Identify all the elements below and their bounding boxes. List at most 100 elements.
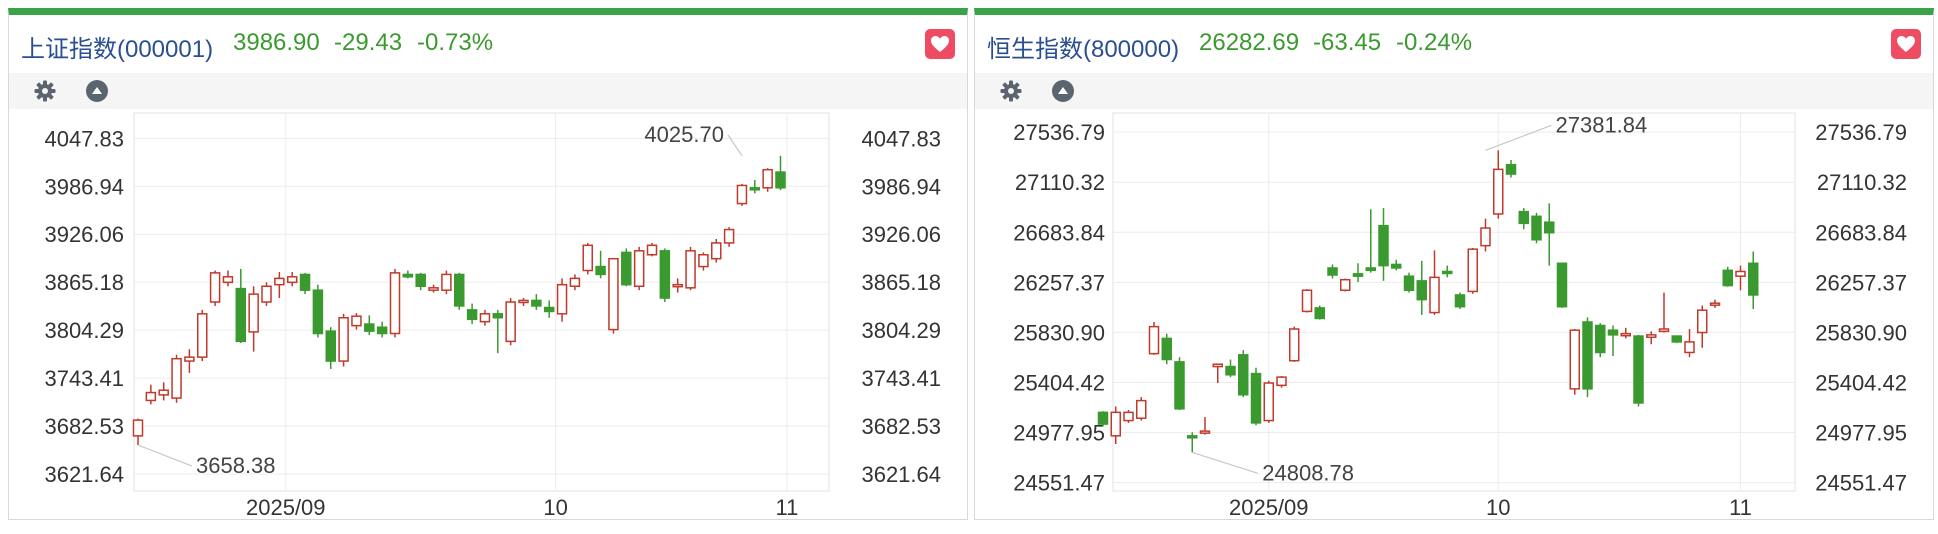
candle[interactable] (749, 179, 761, 194)
candle[interactable] (1429, 250, 1440, 315)
candle[interactable] (132, 418, 144, 446)
candle[interactable] (1531, 212, 1542, 244)
candle[interactable] (441, 270, 452, 295)
candle[interactable] (659, 248, 671, 302)
candle[interactable] (711, 239, 722, 263)
candle[interactable] (286, 272, 298, 287)
candle[interactable] (1378, 208, 1389, 281)
candle[interactable] (389, 268, 401, 338)
candle[interactable] (595, 250, 606, 279)
candle[interactable] (1569, 329, 1580, 395)
candle[interactable] (1352, 263, 1364, 283)
candle[interactable] (633, 246, 645, 291)
candle[interactable] (261, 282, 272, 306)
candle[interactable] (1289, 326, 1300, 362)
candle[interactable] (376, 321, 388, 338)
candle[interactable] (1454, 292, 1466, 310)
candle[interactable] (1136, 397, 1147, 421)
candle[interactable] (1480, 218, 1491, 252)
candle[interactable] (1148, 321, 1160, 355)
candle[interactable] (479, 309, 491, 326)
candle[interactable] (1187, 432, 1198, 453)
candle[interactable] (184, 349, 195, 373)
candle[interactable] (736, 183, 748, 206)
candle[interactable] (1263, 380, 1274, 423)
candle[interactable] (518, 298, 529, 306)
candle[interactable] (1301, 289, 1313, 313)
candle[interactable] (1110, 406, 1121, 445)
triangle-up-icon[interactable] (85, 79, 109, 103)
candle[interactable] (492, 309, 504, 354)
candle[interactable] (1365, 209, 1376, 273)
candle[interactable] (505, 298, 516, 346)
candle[interactable] (1684, 329, 1695, 358)
candle[interactable] (325, 327, 336, 369)
candle[interactable] (1544, 203, 1555, 266)
candle[interactable] (402, 270, 414, 279)
candle[interactable] (1556, 262, 1568, 308)
candle[interactable] (1582, 317, 1593, 398)
candle[interactable] (1097, 411, 1109, 427)
candle[interactable] (1748, 251, 1759, 310)
candle[interactable] (1123, 410, 1134, 423)
candle[interactable] (235, 268, 247, 343)
candle[interactable] (1633, 334, 1644, 407)
candle[interactable] (1391, 259, 1402, 271)
candle[interactable] (1442, 265, 1453, 278)
candle[interactable] (1505, 159, 1517, 178)
candle[interactable] (1174, 357, 1185, 410)
candle[interactable] (454, 272, 465, 310)
heart-icon[interactable] (925, 29, 955, 59)
candlestick-chart[interactable]: 27536.79 27536.79 27110.32 27110.32 26683.84… (975, 109, 1933, 517)
index-name[interactable]: 上证指数(000001) (21, 36, 214, 63)
candle[interactable] (1340, 278, 1351, 292)
gear-icon[interactable] (33, 79, 57, 103)
candle[interactable] (646, 242, 658, 257)
candle[interactable] (621, 248, 632, 287)
candle[interactable] (1225, 359, 1236, 378)
candle[interactable] (222, 270, 234, 287)
candle[interactable] (1658, 292, 1670, 333)
candle[interactable] (685, 246, 696, 291)
candle[interactable] (569, 274, 581, 291)
candle[interactable] (145, 384, 157, 405)
candle[interactable] (1199, 417, 1211, 435)
candle[interactable] (1238, 350, 1249, 398)
candle[interactable] (698, 252, 709, 271)
candle[interactable] (299, 272, 311, 295)
candle[interactable] (1722, 266, 1733, 287)
candle[interactable] (351, 313, 362, 330)
candle[interactable] (415, 272, 426, 291)
candle[interactable] (209, 270, 221, 306)
candle[interactable] (171, 354, 182, 403)
index-name[interactable]: 恒生指数(800000) (987, 36, 1180, 63)
candle[interactable] (1416, 260, 1427, 315)
candle[interactable] (1735, 265, 1746, 291)
candle[interactable] (556, 278, 568, 322)
candle[interactable] (723, 227, 735, 247)
candle[interactable] (1212, 363, 1223, 383)
candle[interactable] (1276, 375, 1287, 388)
candle[interactable] (428, 284, 439, 293)
candle[interactable] (1161, 333, 1172, 365)
candle[interactable] (1697, 305, 1708, 348)
candle[interactable] (1518, 208, 1529, 230)
candle[interactable] (364, 315, 375, 336)
candle[interactable] (582, 242, 593, 275)
heart-icon[interactable] (1891, 29, 1921, 59)
candle[interactable] (775, 155, 786, 191)
candlestick-chart[interactable]: 4047.83 4047.83 3986.94 3986.94 3926.06 3926.… (9, 109, 967, 517)
candle[interactable] (158, 382, 169, 401)
candle[interactable] (1314, 305, 1325, 320)
candle[interactable] (762, 168, 773, 192)
candle[interactable] (1493, 150, 1504, 219)
candle[interactable] (672, 278, 683, 293)
candle[interactable] (1250, 367, 1262, 426)
candle[interactable] (466, 303, 478, 325)
candle[interactable] (1595, 323, 1606, 358)
candle[interactable] (312, 284, 324, 338)
candle[interactable] (197, 309, 208, 362)
candle[interactable] (248, 286, 259, 352)
candle[interactable] (1467, 248, 1478, 294)
candle[interactable] (543, 300, 555, 318)
